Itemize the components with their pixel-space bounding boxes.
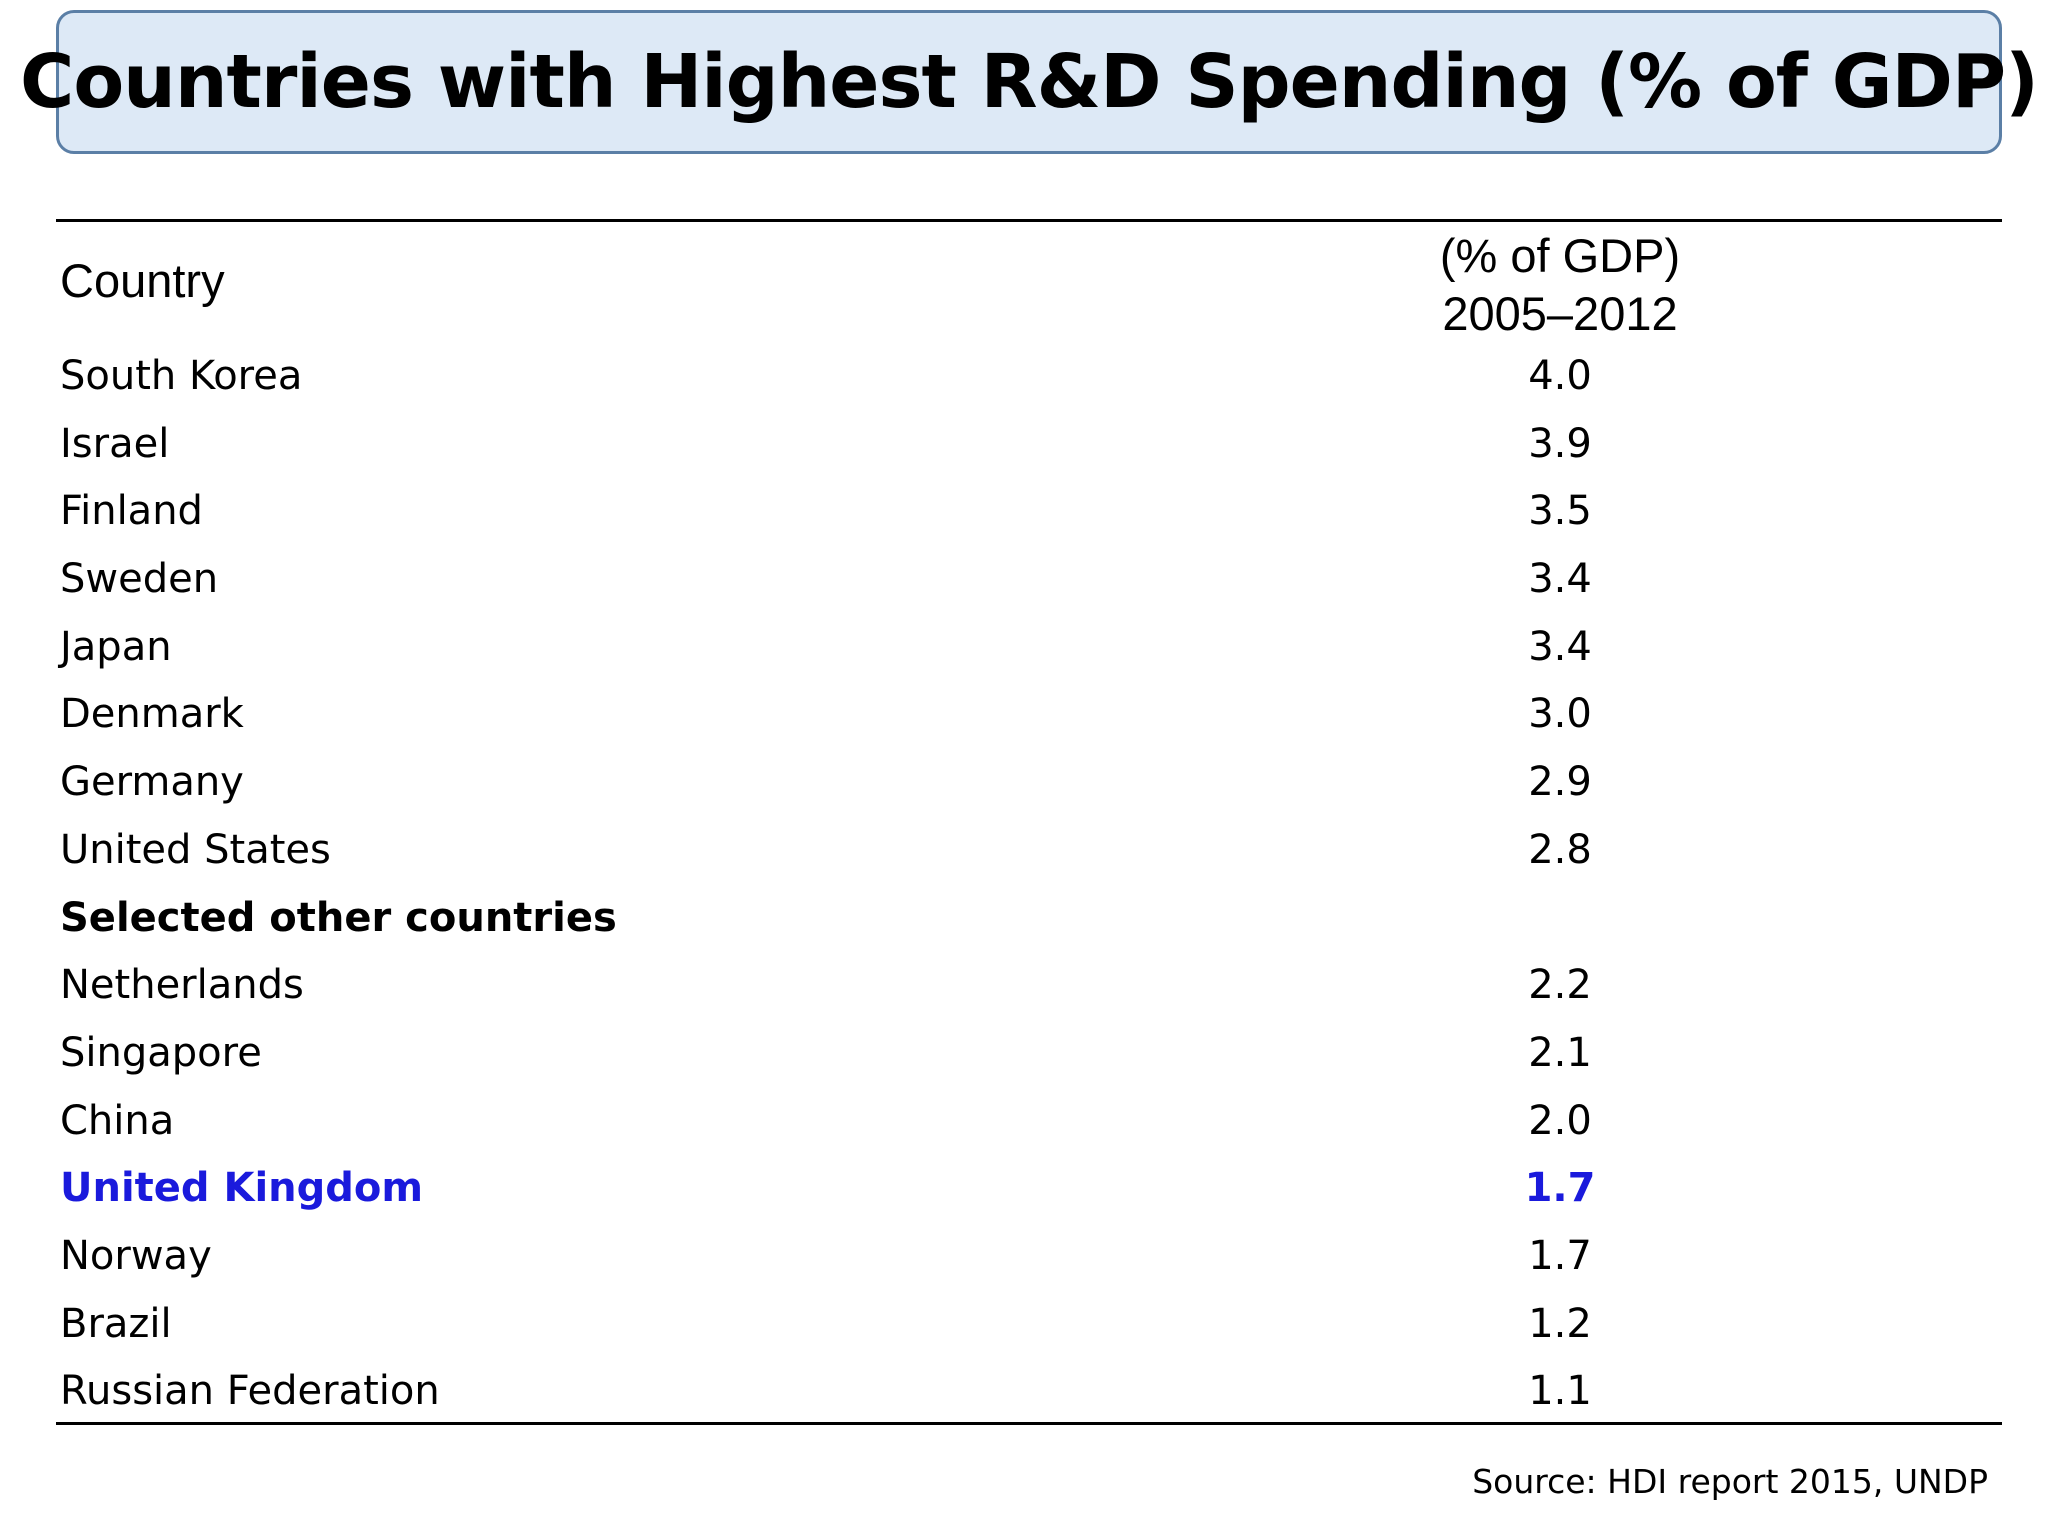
- table-row: Brazil 1.2: [60, 1293, 2000, 1361]
- country-cell: United States: [60, 826, 331, 873]
- value-cell: 1.7: [1524, 1165, 1596, 1212]
- value-cell: 2.2: [1528, 962, 1592, 1009]
- value-cell: 3.4: [1528, 623, 1592, 670]
- header-value: (% of GDP) 2005–2012: [1300, 227, 1820, 343]
- value-cell: 1.7: [1528, 1232, 1592, 1279]
- table-bottom-rule: [56, 1422, 2002, 1425]
- value-cell: 3.5: [1528, 488, 1592, 535]
- header-value-unit: (% of GDP): [1439, 229, 1681, 282]
- section-heading: Selected other countries: [60, 894, 617, 941]
- country-cell: Sweden: [60, 556, 219, 603]
- table-row: Norway 1.7: [60, 1225, 2000, 1293]
- table-row: South Korea 4.0: [60, 345, 2000, 413]
- table-row: Germany 2.9: [60, 751, 2000, 819]
- table-row: Japan 3.4: [60, 616, 2000, 684]
- title-box: Countries with Highest R&D Spending (% o…: [20, 10, 2039, 154]
- table-row: Israel 3.9: [60, 413, 2000, 481]
- header-value-period: 2005–2012: [1442, 287, 1678, 340]
- section-heading-row: Selected other countries: [60, 887, 2000, 955]
- header-country: Country: [60, 254, 225, 307]
- table-body: South Korea 4.0 Israel 3.9 Finland 3.5 S…: [60, 345, 2000, 1428]
- value-cell: 3.9: [1528, 420, 1592, 467]
- table-header: Country (% of GDP) 2005–2012: [60, 225, 2000, 340]
- value-cell: 3.4: [1528, 556, 1592, 603]
- table-row: Singapore 2.1: [60, 1022, 2000, 1090]
- country-cell: Finland: [60, 488, 203, 535]
- highlighted-row: United Kingdom 1.7: [60, 1157, 2000, 1225]
- country-cell: Japan: [60, 623, 172, 670]
- value-cell: 2.9: [1528, 759, 1592, 806]
- table-row: Sweden 3.4: [60, 548, 2000, 616]
- value-cell: 1.2: [1528, 1300, 1592, 1347]
- country-cell: Norway: [60, 1232, 212, 1279]
- table-row: Denmark 3.0: [60, 683, 2000, 751]
- value-cell: 4.0: [1528, 353, 1592, 399]
- table-row: Finland 3.5: [60, 480, 2000, 548]
- country-cell: Singapore: [60, 1029, 262, 1076]
- value-cell: 2.1: [1528, 1029, 1592, 1076]
- country-cell: Netherlands: [60, 962, 304, 1009]
- country-cell: Russian Federation: [60, 1368, 440, 1415]
- value-cell: 3.0: [1528, 691, 1592, 738]
- page-title: Countries with Highest R&D Spending (% o…: [20, 39, 2039, 125]
- value-cell: 2.8: [1528, 826, 1592, 873]
- table-row: Netherlands 2.2: [60, 954, 2000, 1022]
- country-cell: South Korea: [60, 353, 303, 399]
- table-top-rule: [56, 219, 2002, 222]
- source-note: Source: HDI report 2015, UNDP: [1472, 1462, 1988, 1501]
- table-row: Russian Federation 1.1: [60, 1360, 2000, 1428]
- value-cell: 2.0: [1528, 1097, 1592, 1144]
- country-cell: Brazil: [60, 1300, 172, 1347]
- country-cell: China: [60, 1097, 175, 1144]
- country-cell: Denmark: [60, 691, 244, 738]
- country-cell: Germany: [60, 759, 244, 806]
- country-cell: Israel: [60, 420, 170, 467]
- country-cell: United Kingdom: [60, 1165, 424, 1212]
- table-row: United States 2.8: [60, 819, 2000, 887]
- value-cell: 1.1: [1528, 1368, 1592, 1415]
- table-row: China 2.0: [60, 1090, 2000, 1158]
